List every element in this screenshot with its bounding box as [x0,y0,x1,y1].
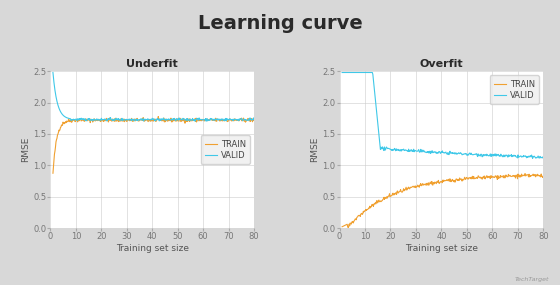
Y-axis label: RMSE: RMSE [310,137,320,162]
Title: Overfit: Overfit [419,59,463,69]
Y-axis label: RMSE: RMSE [21,137,30,162]
X-axis label: Training set size: Training set size [116,244,189,253]
Legend: TRAIN, VALID: TRAIN, VALID [200,135,250,164]
Text: TechTarget: TechTarget [514,277,549,282]
Legend: TRAIN, VALID: TRAIN, VALID [490,76,539,104]
Text: Learning curve: Learning curve [198,14,362,33]
X-axis label: Training set size: Training set size [405,244,478,253]
Title: Underfit: Underfit [127,59,178,69]
